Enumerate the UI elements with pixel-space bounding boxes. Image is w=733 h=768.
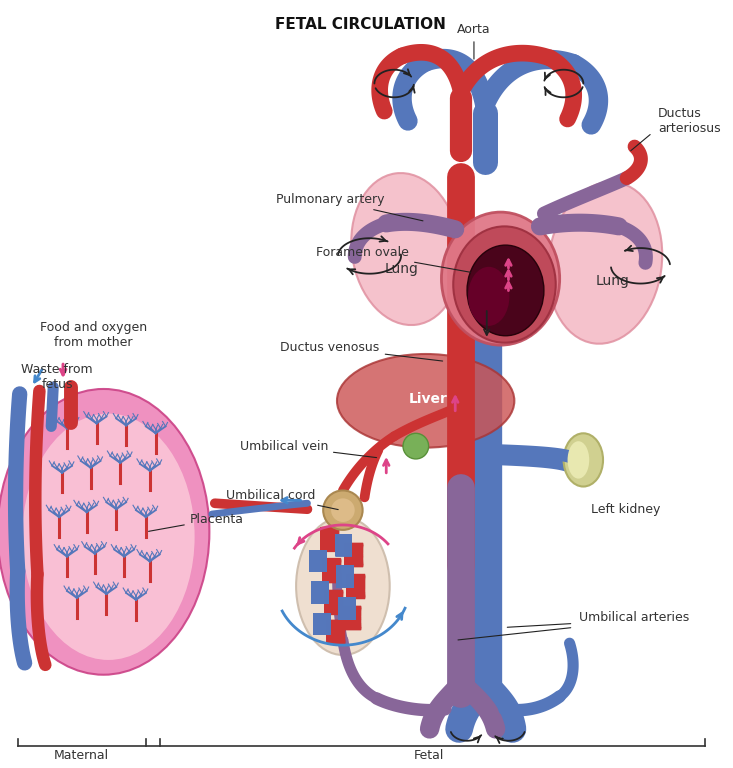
Text: Umbilical cord: Umbilical cord [226, 489, 338, 510]
Text: FETAL CIRCULATION: FETAL CIRCULATION [275, 16, 446, 31]
Ellipse shape [337, 354, 515, 448]
Text: Food and oxygen
from mother: Food and oxygen from mother [40, 321, 147, 349]
Ellipse shape [468, 266, 509, 326]
Text: Fetal: Fetal [413, 749, 443, 762]
Text: Aorta: Aorta [457, 23, 491, 59]
Text: Lung: Lung [385, 262, 419, 276]
Ellipse shape [441, 212, 560, 345]
Text: Ductus venosus: Ductus venosus [281, 341, 443, 361]
Ellipse shape [567, 441, 589, 478]
Text: Pulmonary artery: Pulmonary artery [276, 194, 423, 221]
Text: Placenta: Placenta [149, 512, 244, 531]
Ellipse shape [548, 182, 662, 344]
Text: Waste from
fetus: Waste from fetus [21, 363, 93, 391]
Ellipse shape [0, 389, 210, 675]
Text: Maternal: Maternal [54, 749, 109, 762]
Text: Ductus
arteriosus: Ductus arteriosus [658, 107, 721, 135]
Ellipse shape [453, 227, 556, 343]
Ellipse shape [351, 173, 460, 325]
Circle shape [323, 491, 363, 530]
Text: Liver: Liver [409, 392, 448, 406]
Text: Foramen ovale: Foramen ovale [316, 247, 471, 272]
Text: Lung: Lung [596, 273, 630, 287]
Text: Umbilical arteries: Umbilical arteries [579, 611, 690, 624]
Ellipse shape [467, 245, 544, 336]
Text: Umbilical vein: Umbilical vein [240, 439, 377, 458]
Ellipse shape [564, 433, 603, 486]
Ellipse shape [296, 517, 390, 655]
Circle shape [403, 433, 429, 459]
Circle shape [331, 498, 355, 522]
Ellipse shape [22, 414, 194, 660]
Text: Left kidney: Left kidney [592, 503, 660, 515]
